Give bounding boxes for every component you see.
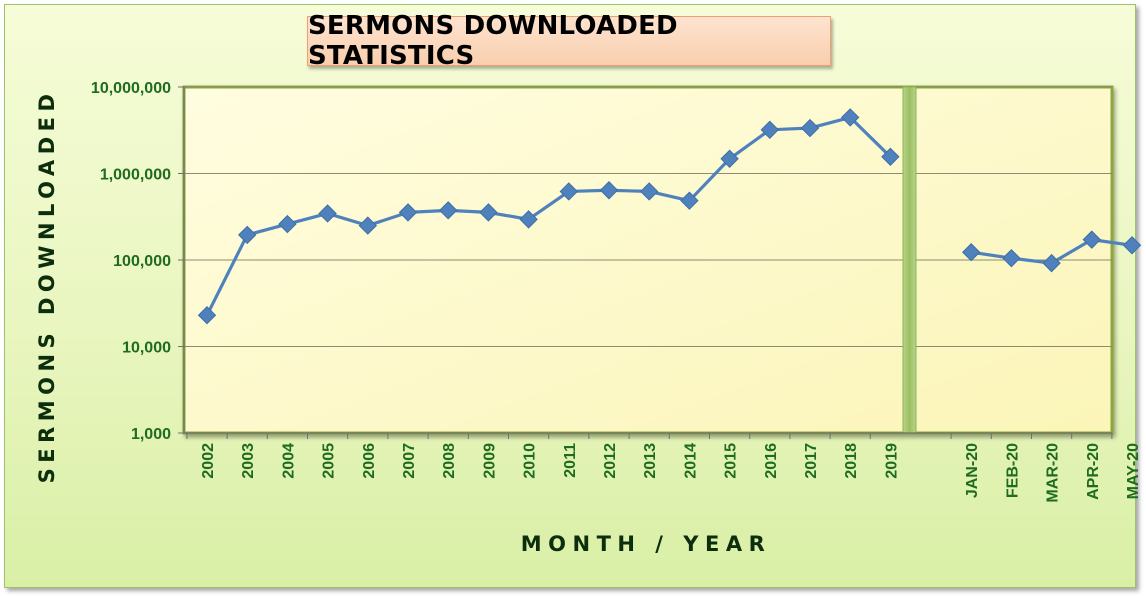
data-point-marker [1002, 248, 1021, 268]
x-tick-label: 2008 [441, 443, 458, 479]
x-tick-label: 2015 [723, 443, 740, 479]
x-tick-label: 2012 [602, 443, 619, 479]
y-tick-label: 1,000,000 [100, 167, 171, 184]
x-tick-label: 2019 [883, 443, 900, 479]
x-tick-label: 2006 [361, 443, 378, 479]
x-tick-label: MAR-20 [1045, 443, 1062, 503]
data-point-marker [961, 243, 981, 262]
data-point-marker [760, 120, 780, 140]
data-point-marker [881, 147, 900, 167]
data-point-marker [237, 225, 257, 245]
y-axis-ticks: 1,000 10,000 100,000 1,000,000 10,000,000 [91, 80, 184, 443]
x-tick-label: APR-20 [1085, 443, 1102, 500]
data-point-marker [358, 216, 378, 235]
year-month-separator [902, 86, 917, 434]
data-point-marker [720, 149, 739, 168]
data-point-marker [398, 203, 418, 222]
x-tick-label: JAN-20 [964, 443, 981, 498]
x-tick-label: 2017 [803, 443, 820, 479]
data-point-marker [599, 181, 619, 200]
x-tick-label: FEB-20 [1004, 443, 1021, 498]
data-point-marker [800, 118, 820, 138]
data-point-marker [1082, 230, 1102, 249]
x-tick-label: 2014 [682, 443, 699, 479]
data-point-marker [1042, 253, 1061, 273]
y-tick-label: 100,000 [113, 253, 171, 270]
x-tick-label: 2004 [280, 443, 297, 479]
y-axis-title: SERMONS DOWNLOADED [35, 89, 59, 484]
data-point-marker [639, 182, 659, 201]
y-tick-label: 10,000 [122, 340, 171, 357]
x-tick-label: 2007 [401, 443, 418, 479]
chart-title-box: SERMONS DOWNLOADED STATISTICS [307, 11, 831, 71]
x-tick-label: 2010 [522, 443, 539, 479]
data-point-marker [1122, 236, 1142, 255]
data-point-marker [680, 191, 699, 210]
x-tick-label: 2002 [200, 443, 217, 479]
data-point-marker [559, 182, 579, 201]
grid-lines [184, 86, 1112, 347]
x-axis-title: MONTH / YEAR [521, 532, 772, 556]
y-tick-label: 1,000 [131, 426, 171, 443]
x-tick-label: 2005 [321, 443, 338, 479]
x-tick-label: MAY-20 [1125, 443, 1142, 499]
data-point-marker [278, 214, 297, 234]
y-tick-label: 10,000,000 [91, 80, 171, 97]
x-tick-label: 2016 [763, 443, 780, 479]
chart-title: SERMONS DOWNLOADED STATISTICS [308, 11, 678, 71]
x-axis-ticks: 2002 2003 2004 2005 2006 2007 2008 2009 2010 2011… [186, 433, 1142, 503]
x-tick-label: 2013 [642, 443, 659, 479]
data-point-marker [197, 306, 217, 325]
x-tick-label: 2009 [481, 443, 498, 479]
data-point-marker [479, 203, 498, 222]
x-tick-label: 2011 [562, 443, 579, 478]
series-markers [197, 108, 1142, 325]
data-point-marker [519, 210, 538, 229]
data-point-marker [318, 204, 337, 223]
x-tick-label: 2003 [240, 443, 257, 479]
x-tick-label: 2018 [843, 443, 860, 479]
data-point-marker [840, 108, 860, 127]
data-point-marker [438, 201, 458, 220]
